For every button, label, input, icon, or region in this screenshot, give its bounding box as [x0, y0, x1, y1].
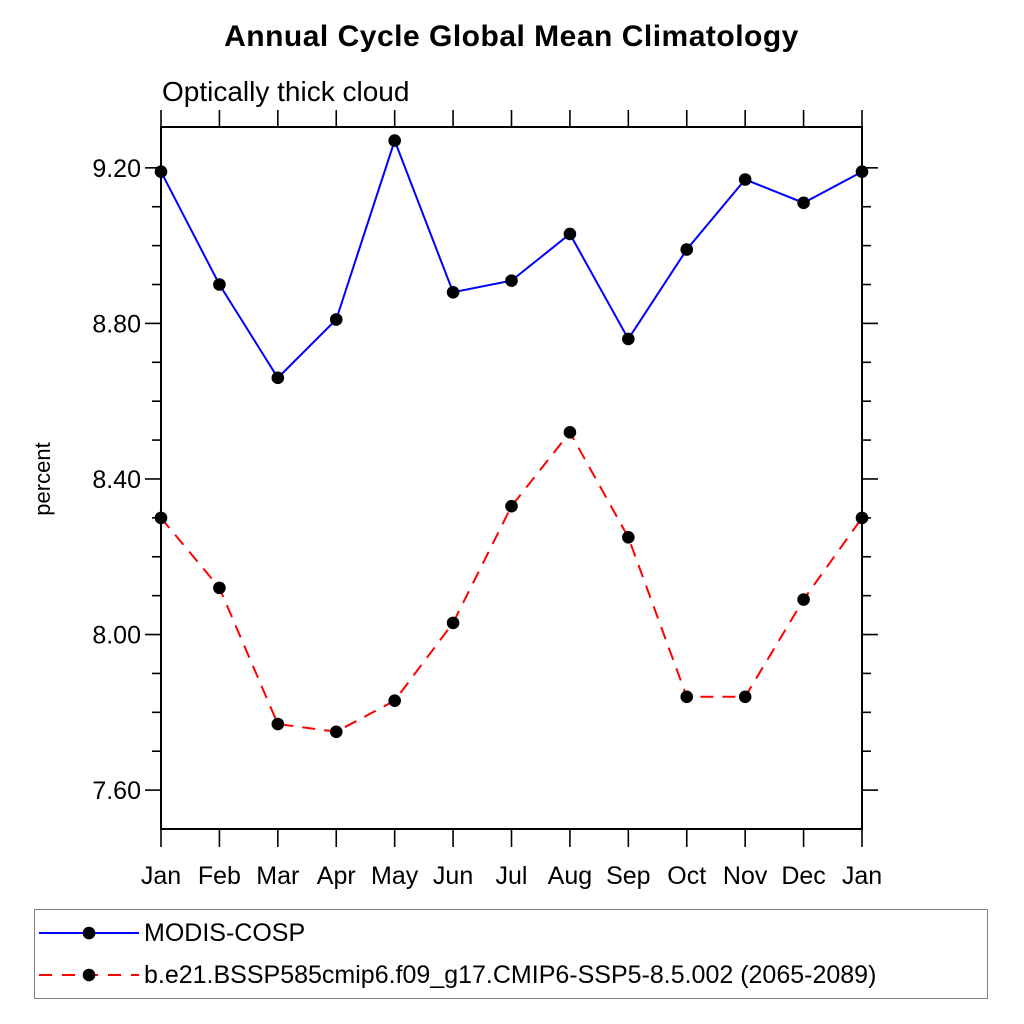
svg-text:May: May	[371, 862, 419, 890]
data-point	[213, 278, 226, 291]
data-point	[680, 243, 694, 256]
legend-line-sample-model-run	[39, 968, 139, 982]
data-point	[388, 134, 401, 147]
data-point	[563, 426, 577, 439]
data-point	[797, 196, 810, 210]
data-point	[271, 371, 285, 385]
data-point	[738, 173, 752, 186]
svg-text:Dec: Dec	[781, 862, 825, 890]
svg-text:Sep: Sep	[606, 862, 650, 890]
svg-text:Jun: Jun	[433, 862, 473, 890]
data-point	[855, 165, 869, 179]
data-point	[505, 274, 518, 287]
data-point	[446, 616, 460, 630]
svg-text:Jan: Jan	[141, 862, 181, 890]
data-point	[154, 165, 168, 179]
y-axis-tick-labels: 7.60 8.00 8.40 8.80 9.20	[92, 155, 141, 805]
legend-item-model-run: b.e21.BSSP585cmip6.f09_g17.CMIP6-SSP5-8.…	[37, 954, 987, 996]
series-model-run	[154, 426, 869, 739]
data-point	[622, 332, 635, 346]
data-point	[154, 511, 168, 525]
data-point	[329, 725, 343, 739]
svg-text:Oct: Oct	[667, 862, 706, 890]
legend: MODIS-COSP b.e21.BSSP585cmip6.f09_g17.CM…	[34, 909, 988, 999]
svg-text:Apr: Apr	[317, 862, 356, 890]
data-point	[505, 499, 518, 513]
data-point	[622, 531, 635, 544]
plot-frame	[160, 126, 863, 830]
data-point	[213, 581, 226, 595]
plot-area: 7.60 8.00 8.40 8.80 9.20 Jan Feb Mar Apr May Jun Ju…	[92, 110, 882, 890]
legend-label-modis-cosp: MODIS-COSP	[144, 918, 306, 947]
chart-title: Annual Cycle Global Mean Climatology	[224, 20, 799, 53]
svg-text:8.40: 8.40	[92, 466, 141, 494]
svg-text:Aug: Aug	[548, 862, 592, 890]
data-point	[271, 717, 285, 731]
y-axis-ticks	[145, 167, 878, 791]
svg-text:Jul: Jul	[496, 862, 528, 890]
data-point	[680, 690, 694, 704]
svg-text:Mar: Mar	[256, 862, 299, 890]
svg-text:8.00: 8.00	[92, 622, 141, 650]
data-point	[446, 285, 460, 299]
svg-text:9.20: 9.20	[92, 155, 141, 183]
chart-subtitle: Optically thick cloud	[162, 76, 410, 107]
svg-text:Feb: Feb	[198, 862, 241, 890]
legend-line-sample-modis-cosp	[39, 926, 139, 940]
legend-label-model-run: b.e21.BSSP585cmip6.f09_g17.CMIP6-SSP5-8.…	[144, 960, 877, 989]
series-modis-cosp	[154, 134, 869, 385]
x-axis-ticks	[160, 110, 863, 847]
x-axis-tick-labels: Jan Feb Mar Apr May Jun Jul Aug Sep Oct Nov Dec Jan	[141, 862, 882, 890]
legend-item-modis-cosp: MODIS-COSP	[37, 912, 987, 954]
svg-text:7.60: 7.60	[92, 777, 141, 805]
data-point	[329, 313, 343, 326]
data-point	[388, 694, 401, 707]
data-point	[738, 690, 752, 704]
data-point	[563, 227, 577, 241]
svg-text:8.80: 8.80	[92, 310, 141, 338]
svg-text:Jan: Jan	[842, 862, 882, 890]
data-point	[797, 593, 810, 606]
data-point	[855, 511, 869, 525]
svg-text:Nov: Nov	[723, 862, 768, 890]
